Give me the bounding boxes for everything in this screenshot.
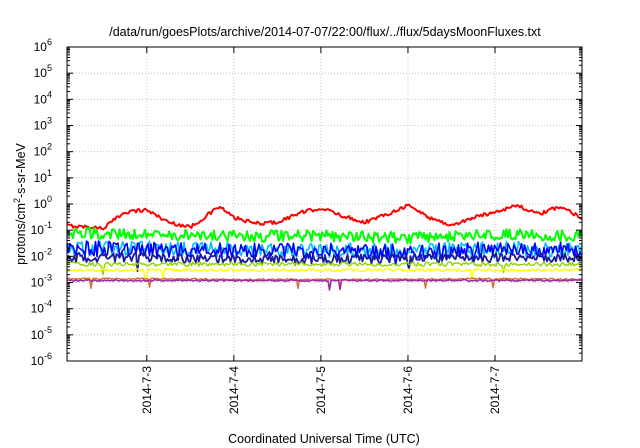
- series-line: [66, 240, 583, 267]
- series-line: [66, 252, 582, 272]
- x-tick-label: 2014-7-4: [227, 366, 241, 414]
- y-tick-base: 10: [34, 92, 48, 106]
- y-tick-label: 101: [34, 168, 52, 185]
- x-tick-labels: 2014-7-3 2014-7-4 2014-7-5 2014-7-6 2014-7-7: [140, 366, 502, 414]
- series-line: [66, 226, 583, 245]
- y-tick-exponent: -1: [44, 220, 52, 230]
- y-tick-exponent: 2: [47, 142, 52, 152]
- y-axis-label-base: protons/cm: [14, 203, 28, 265]
- series-line: [66, 277, 582, 290]
- y-tick-label: 10-5: [31, 325, 52, 342]
- y-tick-base: 10: [34, 171, 48, 185]
- y-tick-base: 10: [31, 223, 45, 237]
- y-tick-exponent: 5: [47, 63, 52, 73]
- y-tick-labels: 10-610-510-410-310-210-11001011021031041…: [31, 37, 52, 368]
- x-tick-label: 2014-7-3: [140, 366, 154, 414]
- y-tick-exponent: -5: [44, 325, 52, 335]
- y-tick-base: 10: [34, 40, 48, 54]
- y-tick-label: 105: [34, 63, 52, 80]
- y-tick-base: 10: [31, 328, 45, 342]
- y-tick-label: 10-6: [31, 351, 52, 368]
- y-tick-label: 103: [34, 116, 52, 133]
- y-tick-base: 10: [34, 119, 48, 133]
- y-tick-exponent: 4: [47, 89, 52, 99]
- y-tick-exponent: 0: [47, 194, 52, 204]
- x-tick-label: 2014-7-6: [401, 366, 415, 414]
- plot-frame: [66, 46, 583, 362]
- y-tick-exponent: 6: [47, 37, 52, 47]
- y-tick-base: 10: [34, 197, 48, 211]
- y-axis-label-exponent: 2: [12, 198, 22, 203]
- y-tick-base: 10: [31, 302, 45, 316]
- y-tick-label: 104: [34, 89, 52, 106]
- grid: [67, 47, 582, 361]
- y-tick-exponent: -4: [44, 299, 52, 309]
- series-line: [66, 267, 583, 282]
- y-tick-label: 10-1: [31, 220, 52, 237]
- series-line: [66, 278, 582, 291]
- x-tick-label: 2014-7-7: [488, 366, 502, 414]
- y-tick-base: 10: [31, 249, 45, 263]
- series-line: [66, 261, 582, 276]
- x-tick-label: 2014-7-5: [314, 366, 328, 414]
- y-axis-label: protons/cm2-s-sr-MeV: [12, 142, 28, 264]
- y-tick-base: 10: [31, 354, 45, 368]
- chart-title: /data/run/goesPlots/archive/2014-07-07/2…: [109, 25, 541, 39]
- y-tick-label: 100: [34, 194, 52, 211]
- y-tick-exponent: -2: [44, 246, 52, 256]
- y-tick-base: 10: [34, 145, 48, 159]
- y-tick-exponent: 1: [47, 168, 52, 178]
- x-axis-label: Coordinated Universal Time (UTC): [228, 432, 420, 446]
- y-tick-label: 10-3: [31, 273, 52, 290]
- y-tick-label: 10-2: [31, 246, 52, 263]
- y-tick-label: 102: [34, 142, 52, 159]
- y-axis-label-rest: -s-sr-MeV: [14, 142, 28, 198]
- y-tick-base: 10: [31, 276, 45, 290]
- y-tick-exponent: 3: [47, 116, 52, 126]
- y-tick-exponent: -6: [44, 351, 52, 361]
- y-tick-base: 10: [34, 66, 48, 80]
- y-tick-exponent: -3: [44, 273, 52, 283]
- y-tick-label: 10-4: [31, 299, 52, 316]
- series-layer: [66, 203, 583, 291]
- series-line: [67, 203, 583, 231]
- ticks: [67, 46, 582, 362]
- y-tick-label: 106: [34, 37, 52, 54]
